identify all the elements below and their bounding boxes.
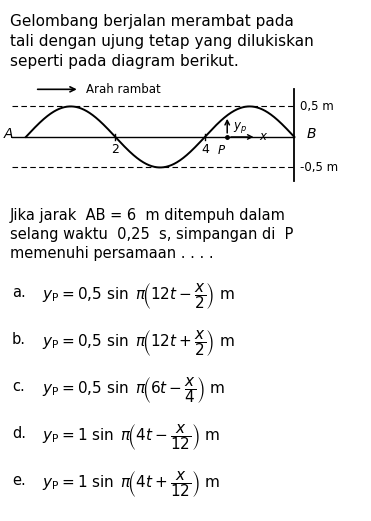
Text: $y_{\rm P} = 0{,}5\ \sin\ \pi\!\left(12t + \dfrac{x}{2}\right)\ \rm m$: $y_{\rm P} = 0{,}5\ \sin\ \pi\!\left(12t… xyxy=(42,328,235,358)
Text: -0,5 m: -0,5 m xyxy=(300,161,338,174)
Text: 0,5 m: 0,5 m xyxy=(300,100,334,113)
Text: Jika jarak  AB = 6  m ditempuh dalam: Jika jarak AB = 6 m ditempuh dalam xyxy=(10,208,286,223)
Text: B: B xyxy=(307,128,316,142)
Text: b.: b. xyxy=(12,332,26,347)
Text: $y_{\rm P} = 0{,}5\ \sin\ \pi\!\left(12t - \dfrac{x}{2}\right)\ \rm m$: $y_{\rm P} = 0{,}5\ \sin\ \pi\!\left(12t… xyxy=(42,281,235,311)
Text: memenuhi persamaan . . . .: memenuhi persamaan . . . . xyxy=(10,246,214,261)
Text: seperti pada diagram berikut.: seperti pada diagram berikut. xyxy=(10,54,239,69)
Text: 4: 4 xyxy=(201,143,209,156)
Text: A: A xyxy=(4,128,14,142)
Text: selang waktu  0,25  s, simpangan di  P: selang waktu 0,25 s, simpangan di P xyxy=(10,227,293,242)
Text: $y_{\rm P} = 1\ \sin\ \pi\!\left(4t + \dfrac{x}{12}\right)\ \rm m$: $y_{\rm P} = 1\ \sin\ \pi\!\left(4t + \d… xyxy=(42,469,220,499)
Text: Gelombang berjalan merambat pada: Gelombang berjalan merambat pada xyxy=(10,14,294,29)
Text: tali dengan ujung tetap yang dilukiskan: tali dengan ujung tetap yang dilukiskan xyxy=(10,34,314,49)
Text: $y_p$: $y_p$ xyxy=(233,120,247,135)
Text: 2: 2 xyxy=(111,143,119,156)
Text: x: x xyxy=(259,130,266,143)
Text: P: P xyxy=(218,144,225,157)
Text: $y_{\rm P} = 0{,}5\ \sin\ \pi\!\left(6t - \dfrac{x}{4}\right)\ \rm m$: $y_{\rm P} = 0{,}5\ \sin\ \pi\!\left(6t … xyxy=(42,375,225,405)
Text: $y_{\rm P} = 1\ \sin\ \pi\!\left(4t - \dfrac{x}{12}\right)\ \rm m$: $y_{\rm P} = 1\ \sin\ \pi\!\left(4t - \d… xyxy=(42,422,220,452)
Text: Arah rambat: Arah rambat xyxy=(86,83,161,96)
Text: d.: d. xyxy=(12,426,26,441)
Text: e.: e. xyxy=(12,473,26,488)
Text: c.: c. xyxy=(12,379,25,394)
Text: a.: a. xyxy=(12,285,26,300)
